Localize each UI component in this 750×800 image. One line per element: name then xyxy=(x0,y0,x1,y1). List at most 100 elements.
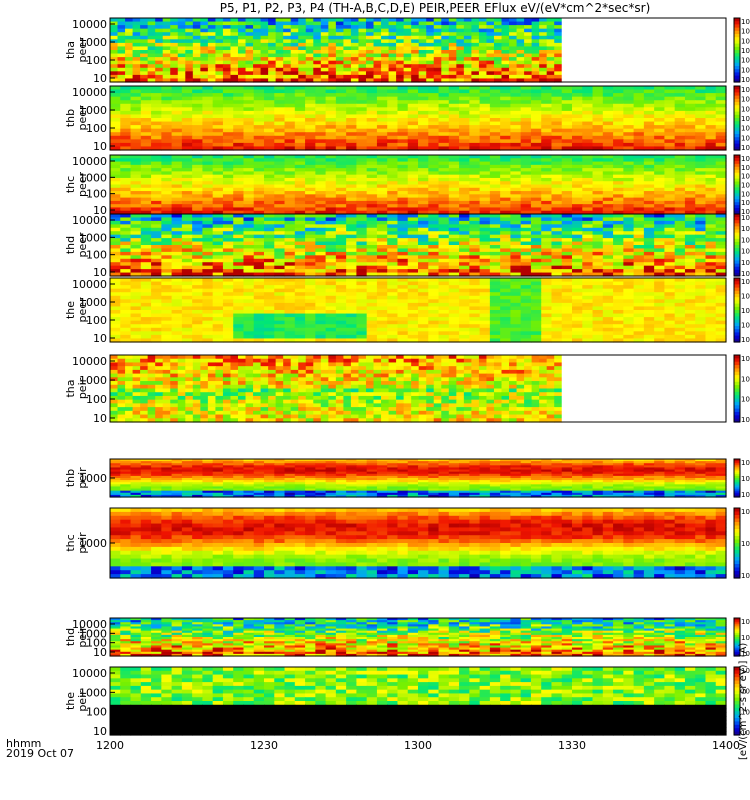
spectrogram-cell xyxy=(705,234,717,239)
spectrogram-cell xyxy=(441,53,450,58)
spectrogram-cell xyxy=(253,39,262,44)
spectrogram-cell xyxy=(222,25,232,30)
spectrogram-cell xyxy=(365,64,375,69)
spectrogram-cell xyxy=(572,86,583,91)
spectrogram-cell xyxy=(501,25,510,30)
spectrogram-cell xyxy=(313,67,322,72)
spectrogram-cell xyxy=(140,292,152,297)
spectrogram-cell xyxy=(366,191,378,195)
spectrogram-cell xyxy=(264,269,275,274)
spectrogram-cell xyxy=(325,234,337,239)
spectrogram-cell xyxy=(516,74,525,80)
spectrogram-cell xyxy=(230,32,239,37)
spectrogram-cell xyxy=(551,197,563,202)
spectrogram-cell xyxy=(387,118,399,123)
spectrogram-cell xyxy=(493,67,503,72)
spectrogram-cell xyxy=(418,245,429,250)
spectrogram-cell xyxy=(510,86,522,91)
spectrogram-cell xyxy=(335,272,347,277)
spectrogram-cell xyxy=(633,299,645,304)
spectrogram-cell xyxy=(132,60,141,65)
colorbar-segment xyxy=(734,53,740,57)
spectrogram-cell xyxy=(268,60,277,65)
spectrogram-cell xyxy=(592,278,604,283)
spectrogram-cell xyxy=(463,60,472,65)
spectrogram-cell xyxy=(202,118,214,123)
spectrogram-cell xyxy=(233,306,245,311)
spectrogram-cell xyxy=(110,60,119,65)
spectrogram-cell xyxy=(268,78,277,83)
spectrogram-cell xyxy=(305,74,314,80)
spectrogram-cell xyxy=(541,272,553,277)
spectrogram-cell xyxy=(643,255,655,260)
spectrogram-cell xyxy=(192,118,203,123)
spectrogram-cell xyxy=(325,158,337,163)
spectrogram-cell xyxy=(602,285,614,290)
spectrogram-cell xyxy=(170,18,179,23)
spectrogram-cell xyxy=(366,103,378,108)
spectrogram-cell xyxy=(120,207,132,212)
spectrogram-cell xyxy=(335,35,344,40)
spectrogram-cell xyxy=(654,302,665,308)
spectrogram-cell xyxy=(501,39,510,44)
spectrogram-cell xyxy=(582,207,594,212)
spectrogram-cell xyxy=(356,103,368,108)
spectrogram-cell xyxy=(510,171,522,176)
spectrogram-cell xyxy=(284,168,296,172)
spectrogram-cell xyxy=(486,71,495,76)
spectrogram-cell xyxy=(623,135,635,140)
spectrogram-cell xyxy=(546,64,555,69)
spectrogram-cell xyxy=(222,171,234,176)
spectrogram-cell xyxy=(541,248,553,253)
spectrogram-cell xyxy=(346,251,357,256)
spectrogram-cell xyxy=(125,71,134,76)
spectrogram-cell xyxy=(376,241,388,246)
spectrogram-cell xyxy=(202,125,214,130)
spectrogram-cell xyxy=(684,217,696,222)
spectrogram-cell xyxy=(459,89,470,94)
spectrogram-cell xyxy=(407,184,419,189)
spectrogram-cell xyxy=(530,86,542,91)
spectrogram-cell xyxy=(418,191,429,195)
spectrogram-cell xyxy=(356,181,368,186)
spectrogram-cell xyxy=(426,67,435,72)
spectrogram-cell xyxy=(602,135,614,140)
spectrogram-cell xyxy=(463,64,472,69)
spectrogram-cell xyxy=(695,158,707,163)
spectrogram-cell xyxy=(633,181,645,186)
spectrogram-cell xyxy=(230,60,239,65)
spectrogram-cell xyxy=(335,184,347,189)
spectrogram-cell xyxy=(358,71,367,76)
spectrogram-cell xyxy=(509,74,518,80)
spectrogram-cell xyxy=(397,258,409,263)
spectrogram-cell xyxy=(520,135,532,140)
spectrogram-cell xyxy=(674,161,686,166)
spectrogram-cell xyxy=(469,234,481,239)
spectrogram-cell xyxy=(510,132,522,137)
colorbar-segment xyxy=(734,146,740,151)
spectrogram-cell xyxy=(643,168,655,172)
spectrogram-cell xyxy=(284,265,296,270)
spectrogram-cell xyxy=(283,25,292,30)
spectrogram-cell xyxy=(397,161,409,166)
spectrogram-cell xyxy=(315,125,327,130)
spectrogram-cell xyxy=(305,227,316,232)
spectrogram-cell xyxy=(623,251,635,256)
spectrogram-cell xyxy=(572,177,583,182)
spectrogram-cell xyxy=(264,194,275,199)
spectrogram-cell xyxy=(524,21,533,26)
colorbar-segment xyxy=(734,272,740,277)
spectrogram-cell xyxy=(161,139,173,144)
spectrogram-cell xyxy=(358,78,367,83)
spectrogram-cell xyxy=(551,142,563,148)
spectrogram-cell xyxy=(448,278,460,283)
spectrogram-cell xyxy=(315,121,327,126)
spectrogram-cell xyxy=(520,214,532,219)
spectrogram-cell xyxy=(459,135,470,140)
spectrogram-cell xyxy=(284,146,296,151)
spectrogram-cell xyxy=(448,224,460,229)
spectrogram-cell xyxy=(463,50,472,55)
spectrogram-cell xyxy=(510,103,522,108)
spectrogram-cell xyxy=(140,299,152,304)
spectrogram-cell xyxy=(222,278,234,283)
